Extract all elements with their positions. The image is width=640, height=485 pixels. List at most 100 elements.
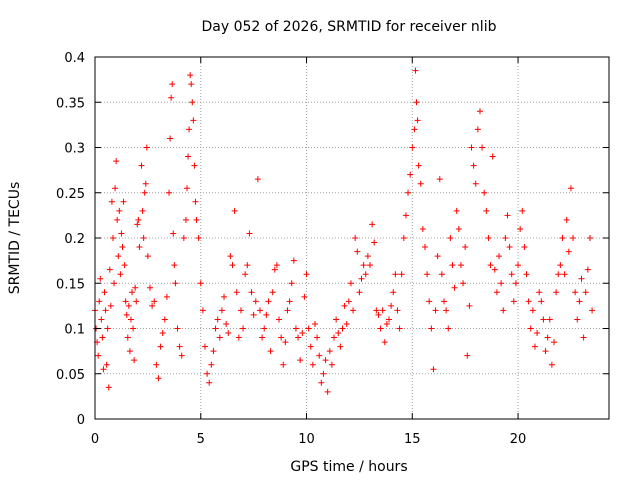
data-point xyxy=(297,357,304,364)
data-point xyxy=(316,352,323,359)
data-point xyxy=(436,176,443,183)
data-point xyxy=(136,244,143,251)
data-point xyxy=(280,361,287,368)
plot-frame xyxy=(94,56,610,420)
data-point xyxy=(199,307,206,314)
data-point xyxy=(98,316,105,323)
data-point xyxy=(130,325,137,332)
data-point xyxy=(508,271,515,278)
y-tick-label: 0.1 xyxy=(64,323,85,338)
data-point xyxy=(424,271,431,278)
data-point xyxy=(485,235,492,241)
data-point xyxy=(126,348,133,355)
data-point xyxy=(414,117,421,124)
data-point xyxy=(231,207,238,214)
data-point xyxy=(151,298,158,305)
data-point xyxy=(360,262,367,269)
data-point xyxy=(481,189,488,196)
data-point xyxy=(288,280,295,287)
data-point xyxy=(284,307,291,314)
data-point xyxy=(468,144,475,151)
data-point xyxy=(567,185,574,192)
data-point xyxy=(170,230,177,237)
data-point xyxy=(354,248,361,255)
data-point xyxy=(519,207,526,214)
data-point xyxy=(515,262,522,269)
data-point xyxy=(105,384,112,391)
data-point xyxy=(169,81,176,88)
data-point xyxy=(263,311,270,318)
data-point xyxy=(551,339,558,346)
data-point xyxy=(184,185,191,192)
data-point xyxy=(434,253,441,260)
data-point xyxy=(168,94,175,101)
points-layer xyxy=(92,67,596,395)
data-point xyxy=(356,289,363,296)
data-point xyxy=(576,298,583,305)
data-point xyxy=(118,230,125,237)
data-point xyxy=(335,330,342,337)
data-point xyxy=(113,158,120,165)
y-tick-label: 0.15 xyxy=(56,277,85,292)
data-point xyxy=(233,289,240,296)
data-point xyxy=(318,379,325,386)
data-point xyxy=(398,271,405,278)
data-point xyxy=(412,67,419,74)
data-point xyxy=(171,262,178,269)
x-tick-label: 20 xyxy=(510,432,527,447)
data-point xyxy=(563,216,570,223)
data-point xyxy=(303,271,310,278)
data-point xyxy=(510,298,517,305)
data-point xyxy=(103,361,110,368)
data-point xyxy=(139,207,146,214)
data-point xyxy=(333,316,340,323)
data-point xyxy=(506,244,513,251)
data-point xyxy=(421,244,428,251)
data-point xyxy=(345,298,352,305)
data-point xyxy=(265,298,272,305)
data-point xyxy=(131,357,138,364)
data-point xyxy=(109,235,116,241)
x-axis-label: GPS time / hours xyxy=(290,459,407,475)
data-point xyxy=(240,325,247,332)
data-point xyxy=(115,253,122,260)
data-point xyxy=(483,207,490,214)
data-point xyxy=(197,280,204,287)
data-point xyxy=(229,262,236,269)
data-point xyxy=(129,289,136,296)
data-point xyxy=(176,343,183,350)
data-point xyxy=(405,189,412,196)
data-point xyxy=(493,289,500,296)
data-point xyxy=(141,189,148,196)
data-point xyxy=(447,235,454,241)
data-point xyxy=(286,298,293,305)
data-point xyxy=(570,235,577,241)
data-point xyxy=(337,343,344,350)
data-point xyxy=(271,266,278,273)
data-point xyxy=(157,343,164,350)
grid-layer xyxy=(95,57,609,419)
data-point xyxy=(364,253,371,260)
y-tick-label: 0.05 xyxy=(56,368,85,383)
data-point xyxy=(267,348,274,355)
data-point xyxy=(242,271,249,278)
data-point xyxy=(273,262,280,269)
data-point xyxy=(166,189,173,196)
data-point xyxy=(252,298,259,305)
data-point xyxy=(430,366,437,373)
data-point xyxy=(352,235,359,241)
data-point xyxy=(96,298,103,305)
data-point xyxy=(163,293,170,300)
data-point xyxy=(358,275,365,282)
data-point xyxy=(529,307,536,314)
data-point xyxy=(311,320,318,327)
data-point xyxy=(466,302,473,309)
data-point xyxy=(415,162,422,169)
data-point xyxy=(186,126,193,133)
data-point xyxy=(449,262,456,269)
data-point xyxy=(411,126,418,133)
data-point xyxy=(106,266,113,273)
y-tick-label: 0.35 xyxy=(56,96,85,111)
data-point xyxy=(388,302,395,309)
